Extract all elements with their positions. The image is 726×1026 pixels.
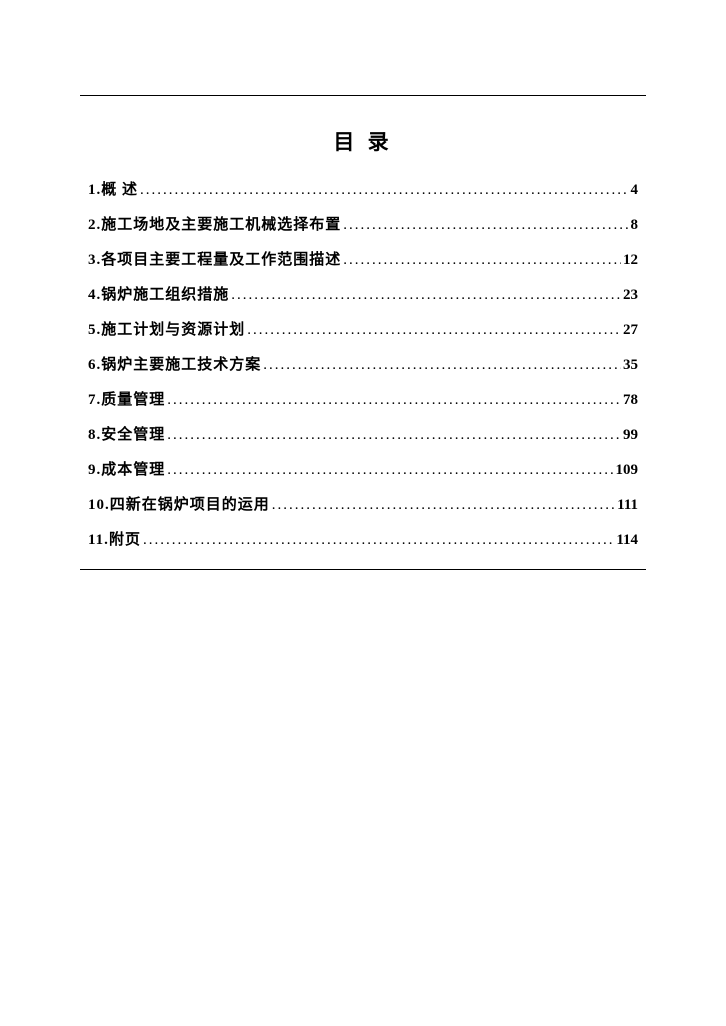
toc-dots	[143, 532, 614, 549]
toc-item-label: 锅炉主要施工技术方案	[101, 353, 261, 374]
toc-dots	[272, 497, 615, 514]
toc-item-label: 质量管理	[101, 388, 165, 409]
toc-item: 9.成本管理 109	[88, 458, 638, 479]
toc-item-num: 10.	[88, 497, 110, 514]
top-border	[80, 95, 646, 96]
toc-item: 8.安全管理 99	[88, 423, 638, 444]
toc-item-label: 锅炉施工组织措施	[101, 283, 229, 304]
bottom-border	[80, 569, 646, 570]
toc-dots	[167, 427, 621, 444]
toc-item-num: 7.	[88, 392, 101, 409]
toc-item-label: 安全管理	[101, 423, 165, 444]
toc-item-page: 99	[623, 427, 638, 444]
toc-item-num: 4.	[88, 287, 101, 304]
toc-item-page: 23	[623, 287, 638, 304]
toc-item: 10. 四新在锅炉项目的运用 111	[88, 493, 638, 514]
toc-item-num: 11.	[88, 532, 109, 549]
toc-item-page: 8	[631, 217, 639, 234]
toc-item-page: 111	[617, 497, 638, 514]
toc-item-num: 1.	[88, 182, 101, 199]
toc-item-page: 12	[623, 252, 638, 269]
toc-item-label: 施工计划与资源计划	[101, 318, 245, 339]
page-container: 目 录 1.概 述 4 2.施工场地及主要施工机械选择布置 8 3.各项目主要工…	[0, 0, 726, 620]
toc-item-label: 附页	[109, 528, 141, 549]
toc-item-num: 9.	[88, 462, 101, 479]
toc-item-page: 78	[623, 392, 638, 409]
toc-dots	[343, 217, 628, 234]
toc-dots	[140, 182, 628, 199]
toc-item-page: 114	[616, 532, 638, 549]
toc-item-page: 4	[631, 182, 639, 199]
toc-dots	[167, 462, 613, 479]
toc-item-num: 5.	[88, 322, 101, 339]
toc-item: 6.锅炉主要施工技术方案 35	[88, 353, 638, 374]
toc-item-page: 27	[623, 322, 638, 339]
toc-item: 11. 附页 114	[88, 528, 638, 549]
toc-dots	[247, 322, 621, 339]
toc-dots	[343, 252, 621, 269]
toc-dots	[231, 287, 621, 304]
toc-item: 7.质量管理 78	[88, 388, 638, 409]
toc-item-page: 109	[616, 462, 639, 479]
toc-item: 1.概 述 4	[88, 178, 638, 199]
toc-item: 2.施工场地及主要施工机械选择布置 8	[88, 213, 638, 234]
toc-item-label: 概 述	[101, 178, 138, 199]
toc-title: 目 录	[70, 126, 656, 156]
toc-item-label: 成本管理	[101, 458, 165, 479]
toc-item-label: 施工场地及主要施工机械选择布置	[101, 213, 341, 234]
toc-item-num: 6.	[88, 357, 101, 374]
toc-item-page: 35	[623, 357, 638, 374]
toc-item: 5.施工计划与资源计划 27	[88, 318, 638, 339]
toc-dots	[263, 357, 621, 374]
toc-item: 4.锅炉施工组织措施 23	[88, 283, 638, 304]
toc-item-label: 各项目主要工程量及工作范围描述	[101, 248, 341, 269]
toc-list: 1.概 述 4 2.施工场地及主要施工机械选择布置 8 3.各项目主要工程量及工…	[70, 178, 656, 549]
toc-dots	[167, 392, 621, 409]
toc-item: 3.各项目主要工程量及工作范围描述 12	[88, 248, 638, 269]
toc-item-num: 2.	[88, 217, 101, 234]
toc-item-label: 四新在锅炉项目的运用	[110, 493, 270, 514]
toc-item-num: 3.	[88, 252, 101, 269]
toc-item-num: 8.	[88, 427, 101, 444]
